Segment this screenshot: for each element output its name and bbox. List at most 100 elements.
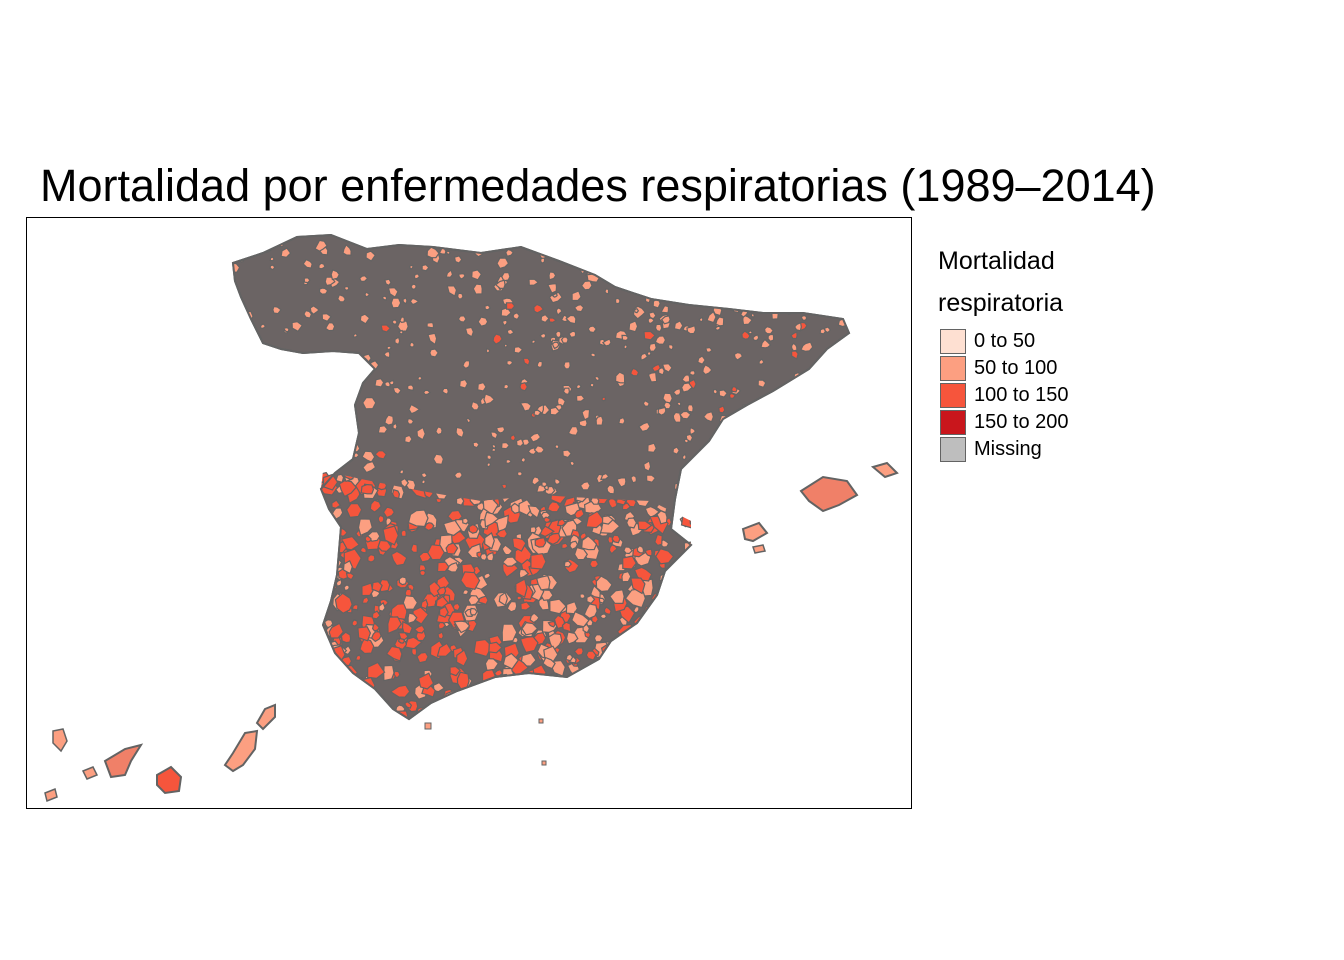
municipality-patch <box>530 686 547 701</box>
municipality-patch <box>324 564 335 574</box>
municipality-patch <box>689 513 691 529</box>
municipality-patch <box>453 471 464 479</box>
municipality-patch <box>583 664 604 680</box>
municipality-patch <box>615 282 621 288</box>
municipality-patch <box>380 324 392 333</box>
municipality-patch <box>630 474 638 484</box>
municipality-patch <box>370 631 382 643</box>
municipality-patch <box>258 351 269 362</box>
municipality-patch <box>632 625 646 641</box>
municipality-patch <box>325 532 336 545</box>
municipality-patch <box>233 300 239 307</box>
municipality-patch <box>337 293 347 303</box>
municipality-patch <box>390 297 402 309</box>
municipality-patch <box>335 402 346 412</box>
legend-swatch <box>940 383 966 408</box>
municipality-patch <box>321 548 337 563</box>
municipality-patch <box>515 702 525 714</box>
municipality-patch <box>403 700 413 709</box>
municipality-patch <box>728 486 738 497</box>
municipality-patch <box>690 635 691 647</box>
municipality-patch <box>656 510 668 525</box>
municipality-patch <box>686 689 691 701</box>
municipality-patch <box>245 368 251 373</box>
municipality-patch <box>579 593 586 600</box>
municipality-patch <box>750 423 759 432</box>
municipality-patch <box>830 404 841 414</box>
municipality-patch <box>576 688 591 704</box>
municipality-patch <box>697 281 711 290</box>
municipality-patch <box>648 311 657 320</box>
municipality-patch <box>556 677 577 696</box>
map-panel <box>26 217 912 809</box>
municipality-patch <box>446 561 459 573</box>
municipality-patch <box>382 506 396 519</box>
municipality-patch <box>636 650 653 667</box>
municipality-patch <box>513 346 524 354</box>
municipality-patch <box>407 509 429 528</box>
municipality-patch <box>328 693 342 708</box>
municipality-patch <box>437 621 447 630</box>
municipality-patch <box>599 613 608 620</box>
municipality-patch <box>655 648 666 659</box>
municipality-patch <box>676 401 682 407</box>
legend-item: Missing <box>938 436 1158 463</box>
municipality-patch <box>598 597 605 604</box>
municipality-patch <box>546 282 558 294</box>
municipality-patch <box>778 299 787 308</box>
municipality-patch <box>357 518 373 537</box>
municipality-patch <box>518 683 537 703</box>
municipality-patch <box>777 399 785 408</box>
municipality-patch <box>800 315 808 322</box>
municipality-patch <box>776 393 788 405</box>
municipality-patch <box>361 596 370 604</box>
municipality-patch <box>468 523 479 534</box>
municipality-patch <box>426 704 440 718</box>
municipality-patch <box>599 472 610 481</box>
municipality-patch <box>702 364 713 376</box>
municipality-patch <box>321 519 337 534</box>
municipality-patch <box>565 631 579 645</box>
municipality-patch <box>344 379 353 386</box>
municipality-patch <box>323 687 337 700</box>
municipality-patch <box>269 264 276 271</box>
municipality-patch <box>734 488 742 496</box>
municipality-patch <box>586 594 596 605</box>
municipality-patch <box>465 712 473 719</box>
municipality-patch <box>540 313 550 324</box>
municipality-patch <box>406 417 415 425</box>
municipality-patch <box>321 552 329 566</box>
municipality-patch <box>714 269 721 277</box>
municipality-patch <box>681 453 687 461</box>
municipality-patch <box>742 314 753 326</box>
municipality-patch <box>321 652 333 665</box>
municipality-patch <box>347 365 359 377</box>
municipality-patch <box>385 645 403 662</box>
municipality-patch <box>669 655 688 677</box>
municipality-patch <box>400 529 407 537</box>
municipality-patch <box>445 268 454 278</box>
municipality-patch <box>838 367 849 376</box>
municipality-patch <box>679 565 691 579</box>
municipality-patch <box>601 338 612 347</box>
municipality-patch <box>524 692 535 703</box>
municipality-patch <box>606 484 616 495</box>
municipality-patch <box>662 626 674 637</box>
municipality-patch <box>361 582 374 597</box>
municipality-patch <box>637 520 653 531</box>
municipality-patch <box>233 262 241 273</box>
municipality-patch <box>644 612 657 625</box>
municipality-patch <box>636 686 645 695</box>
municipality-patch <box>502 652 520 670</box>
municipality-patch <box>797 452 805 460</box>
municipality-patch <box>747 329 753 335</box>
municipality-patch <box>441 387 449 395</box>
municipality-patch <box>731 456 743 465</box>
municipality-patch <box>321 705 327 719</box>
municipality-patch <box>819 244 825 250</box>
municipality-patch <box>678 709 686 717</box>
municipality-patch <box>429 348 439 358</box>
municipality-patch <box>533 303 545 314</box>
municipality-patch <box>354 654 362 662</box>
municipality-patch <box>686 403 694 413</box>
